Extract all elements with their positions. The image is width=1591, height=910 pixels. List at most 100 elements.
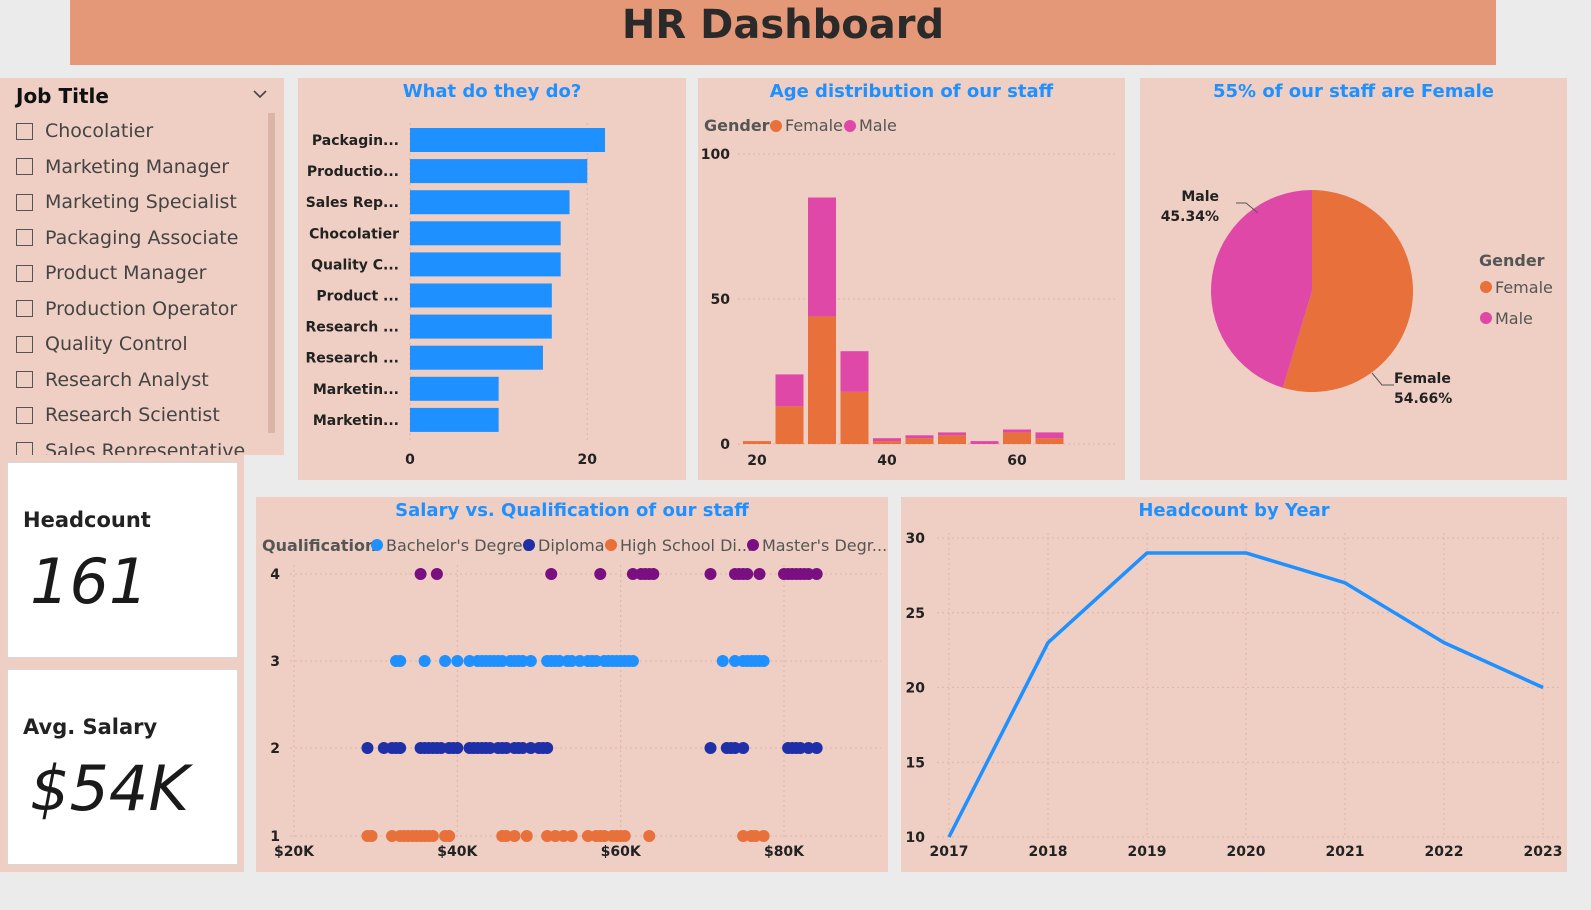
- bar[interactable]: [410, 283, 552, 308]
- scatter-point[interactable]: [753, 568, 766, 580]
- pie-slice[interactable]: [1211, 190, 1312, 388]
- category-label: Research ...: [305, 320, 399, 336]
- headcount-card: Headcount 161: [7, 462, 238, 658]
- bar[interactable]: [410, 159, 588, 184]
- legend-label: Male: [1495, 309, 1533, 328]
- scatter-point[interactable]: [643, 830, 656, 842]
- checkbox[interactable]: [16, 158, 33, 175]
- checkbox[interactable]: [16, 229, 33, 246]
- slicer-scrollbar[interactable]: [268, 113, 275, 433]
- scatter-point[interactable]: [545, 568, 558, 580]
- scatter-point[interactable]: [394, 655, 407, 667]
- scatter-point[interactable]: [520, 830, 533, 842]
- checkbox[interactable]: [16, 122, 33, 140]
- slicer-item[interactable]: Marketing Manager: [16, 155, 229, 179]
- bar-male[interactable]: [938, 432, 966, 436]
- scatter-point[interactable]: [414, 568, 427, 580]
- slicer-item[interactable]: Product Manager: [16, 261, 206, 285]
- scatter-point[interactable]: [704, 742, 717, 754]
- bar-male[interactable]: [840, 351, 869, 392]
- checkbox[interactable]: [16, 300, 33, 317]
- checkbox[interactable]: [16, 406, 33, 424]
- scatter-point[interactable]: [594, 568, 607, 580]
- slicer-item[interactable]: Marketing Specialist: [16, 190, 237, 214]
- scatter-point[interactable]: [430, 568, 443, 580]
- pie-slice[interactable]: [1282, 190, 1414, 393]
- scatter-point[interactable]: [394, 742, 407, 754]
- scatter-point[interactable]: [618, 830, 631, 842]
- bar-male[interactable]: [970, 441, 999, 444]
- headcount-value: 161: [30, 545, 149, 618]
- legend-marker: [747, 539, 759, 551]
- scatter-point[interactable]: [810, 568, 823, 580]
- scatter-point[interactable]: [810, 742, 823, 754]
- bar-female[interactable]: [1035, 438, 1064, 444]
- bar[interactable]: [410, 190, 570, 215]
- scatter-point[interactable]: [508, 830, 521, 842]
- bar-male[interactable]: [1035, 432, 1064, 439]
- scatter-point[interactable]: [439, 655, 452, 667]
- scatter-point[interactable]: [426, 830, 439, 842]
- chevron-down-icon[interactable]: [252, 88, 268, 100]
- scatter-point[interactable]: [647, 568, 660, 580]
- slicer-item-label: Production Operator: [45, 297, 238, 320]
- scatter-point[interactable]: [757, 830, 770, 842]
- line-series[interactable]: [947, 551, 1544, 838]
- bar-female[interactable]: [743, 441, 771, 444]
- bar[interactable]: [410, 221, 561, 246]
- checkbox[interactable]: [16, 264, 33, 282]
- slicer-item[interactable]: Packaging Associate: [16, 226, 238, 250]
- bar-male[interactable]: [775, 374, 804, 407]
- bar-male[interactable]: [1003, 429, 1031, 433]
- y-tick-label: 3: [270, 654, 280, 670]
- bar-female[interactable]: [873, 441, 901, 444]
- slicer-item[interactable]: Research Scientist: [16, 403, 220, 427]
- slicer-item[interactable]: Sales Representative: [16, 439, 245, 455]
- scatter-point[interactable]: [565, 830, 578, 842]
- bar-female[interactable]: [905, 438, 934, 444]
- scatter-point[interactable]: [716, 655, 729, 667]
- bar[interactable]: [410, 376, 499, 401]
- scatter-point[interactable]: [704, 568, 717, 580]
- bar[interactable]: [410, 128, 605, 152]
- bar[interactable]: [410, 314, 552, 339]
- avg-salary-label: Avg. Salary: [23, 715, 158, 739]
- bar-female[interactable]: [808, 316, 836, 444]
- slicer-item[interactable]: Chocolatier: [16, 119, 153, 143]
- scatter-point[interactable]: [451, 742, 464, 754]
- scatter-point[interactable]: [737, 742, 750, 754]
- scatter-point[interactable]: [741, 568, 754, 580]
- bar-female[interactable]: [775, 406, 804, 444]
- scatter-point[interactable]: [443, 830, 456, 842]
- scatter-point[interactable]: [365, 830, 378, 842]
- slicer-item[interactable]: Research Analyst: [16, 368, 209, 392]
- scatter-point[interactable]: [451, 655, 464, 667]
- bar-female[interactable]: [938, 435, 966, 444]
- bar-male[interactable]: [808, 197, 836, 317]
- slicer-item[interactable]: Production Operator: [16, 297, 237, 321]
- scatter-point[interactable]: [757, 655, 770, 667]
- slicer-item[interactable]: Quality Control: [16, 332, 188, 356]
- bar[interactable]: [410, 252, 561, 277]
- scatter-point[interactable]: [418, 655, 431, 667]
- bar-male[interactable]: [873, 438, 901, 442]
- bar[interactable]: [410, 345, 543, 370]
- bar-female[interactable]: [840, 391, 869, 444]
- slicer-item-label: Marketing Manager: [45, 155, 230, 178]
- y-tick-label: 50: [711, 292, 731, 308]
- category-label: Quality C...: [311, 257, 399, 273]
- scatter-point[interactable]: [541, 742, 554, 754]
- checkbox[interactable]: [16, 371, 33, 388]
- checkbox[interactable]: [16, 335, 33, 353]
- headcount-label: Headcount: [23, 508, 151, 532]
- scatter-point[interactable]: [626, 655, 639, 667]
- checkbox[interactable]: [16, 442, 33, 455]
- scatter-point[interactable]: [524, 655, 537, 667]
- scatter-point[interactable]: [361, 742, 374, 754]
- slicer-item-label: Research Scientist: [45, 404, 220, 426]
- bar[interactable]: [410, 407, 499, 432]
- checkbox[interactable]: [16, 193, 33, 211]
- bar-male[interactable]: [905, 435, 934, 439]
- job-title-slicer: Job Title Chocolatier Marketing Manager Ma…: [0, 78, 284, 455]
- bar-female[interactable]: [1003, 432, 1031, 444]
